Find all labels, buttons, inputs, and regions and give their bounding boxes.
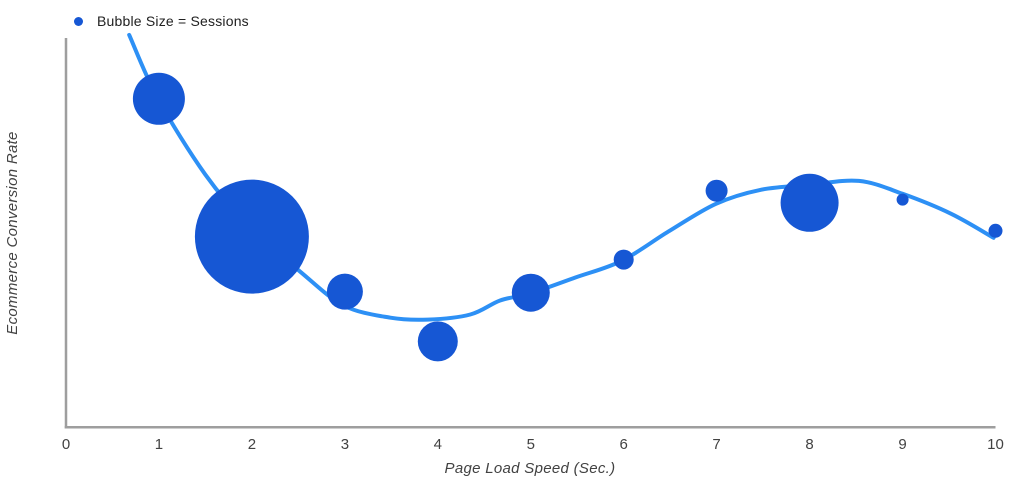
bubble[interactable]: [988, 223, 1003, 238]
x-tick-label: 3: [341, 436, 349, 453]
bubble[interactable]: [896, 193, 909, 206]
x-tick-label: 4: [434, 436, 442, 453]
bubble[interactable]: [613, 249, 634, 270]
bubble[interactable]: [780, 173, 839, 232]
x-tick-label: 7: [712, 436, 720, 453]
y-axis-title: Ecommerce Conversion Rate: [4, 131, 21, 334]
bubble[interactable]: [417, 321, 458, 362]
x-tick-label: 8: [805, 436, 813, 453]
x-tick-label: 6: [620, 436, 628, 453]
x-tick-label: 9: [898, 436, 906, 453]
bubble[interactable]: [132, 72, 185, 125]
x-tick-label: 10: [987, 436, 1004, 453]
x-axis-title: Page Load Speed (Sec.): [445, 460, 616, 477]
bubble[interactable]: [326, 273, 363, 310]
bubble[interactable]: [194, 179, 309, 294]
bubble[interactable]: [511, 273, 550, 312]
bubble[interactable]: [705, 179, 728, 202]
x-tick-label: 1: [155, 436, 163, 453]
legend-marker-icon: [74, 16, 83, 26]
x-tick-label: 0: [62, 436, 70, 453]
bubbles-group: [132, 72, 1003, 362]
legend-label: Bubble Size = Sessions: [97, 13, 249, 29]
x-tick-label: 2: [248, 436, 256, 453]
legend: Bubble Size = Sessions: [0, 0, 249, 42]
x-axis-tick-labels: 0 1 2 3 4 5 6 7 8 9 10: [62, 436, 1004, 453]
x-tick-label: 5: [527, 436, 535, 453]
